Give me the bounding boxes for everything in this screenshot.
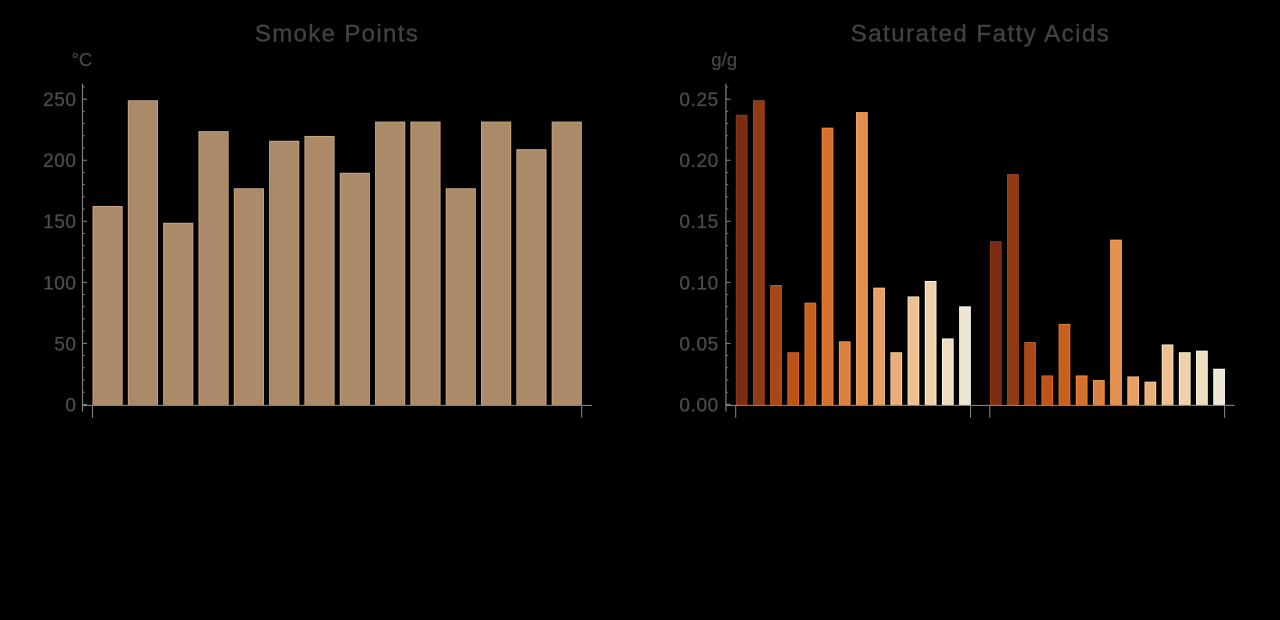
svg-text:0.20: 0.20 [679,151,718,172]
svg-text:°C: °C [72,49,93,70]
svg-text:0.15: 0.15 [679,212,718,233]
svg-text:Smoke Points: Smoke Points [255,21,419,48]
svg-text:0.25: 0.25 [679,90,718,111]
svg-text:g/g: g/g [711,49,737,70]
svg-text:0.00: 0.00 [679,395,718,416]
svg-text:Saturated Fatty Acids: Saturated Fatty Acids [851,21,1111,48]
svg-text:200: 200 [43,151,77,172]
svg-text:0: 0 [65,395,76,416]
svg-text:250: 250 [43,90,77,111]
svg-text:50: 50 [54,334,76,355]
svg-text:0.05: 0.05 [679,334,718,355]
svg-text:0.10: 0.10 [679,273,718,294]
svg-text:150: 150 [43,212,77,233]
svg-text:100: 100 [43,273,77,294]
